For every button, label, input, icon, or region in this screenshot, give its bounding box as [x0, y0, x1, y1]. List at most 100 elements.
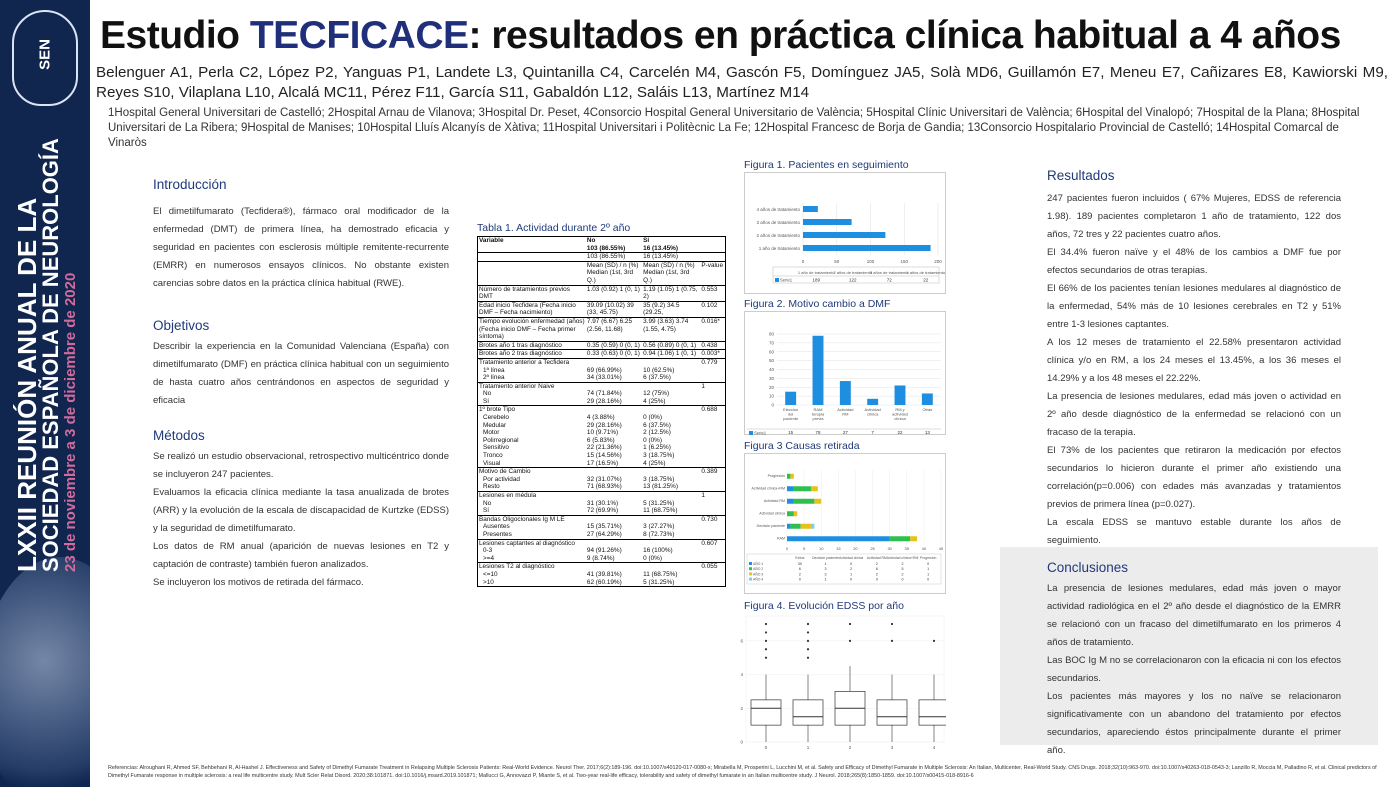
poster-title: Estudio TECFICACE: resultados en práctic… [100, 14, 1341, 57]
table-cell [700, 398, 725, 406]
author-list: Belenguer A1, Perla C2, López P2, Yangua… [96, 64, 1388, 101]
table-cell [700, 523, 725, 531]
table-cell: >10 [483, 578, 494, 586]
table-cell: 1 (6.25%) [643, 444, 671, 452]
table-cell: 4 (3.88%) [586, 414, 615, 422]
results-heading: Resultados [1047, 168, 1115, 183]
table-row: Sí 72 (69.9%) 11 (68.75%) [478, 507, 726, 515]
tick-label: 30 [887, 546, 892, 551]
tick-label: 50 [834, 259, 840, 264]
table-cell: 3 (18.75%) [643, 475, 675, 483]
table-cell: 5 (31.25%) [643, 578, 675, 586]
legend-label: AÑO 4 [753, 577, 763, 582]
tick-label: 100 [867, 259, 875, 264]
table-cell [700, 237, 725, 245]
box [750, 699, 782, 726]
table-row: 0-3 94 (91.26%) 16 (100%) [478, 547, 726, 555]
table-row: >10 62 (60.19%) 5 (31.25%) [478, 579, 726, 587]
tick-label: 40 [769, 367, 775, 372]
category-label: 3 [891, 745, 894, 750]
outlier-point [890, 639, 894, 642]
legend-swatch [775, 278, 779, 282]
conclusiones-paragraph: La presencia de lesiones medulares, edad… [1047, 583, 1341, 648]
table-cell: 10 (62.5%) [643, 366, 675, 374]
table-cell: 0.56 (0.89) 0 (0, 1) [642, 340, 701, 350]
table-row: Mean (SD) / n (%) Median (1st, 3rd Q.) Me… [477, 260, 726, 286]
table-value-cell: 30 [798, 562, 802, 566]
table-cell: 34 (33.01%) [586, 374, 622, 382]
figure1-chart: 0 50 100 150 200 1 año de tratamiento 2 años d… [744, 172, 946, 294]
table-cell: Tratamiento anterior Naive [477, 381, 586, 391]
table-cell: Visual [483, 459, 501, 467]
table-cell [642, 405, 701, 415]
bar-segment [800, 523, 811, 529]
outlier-point [806, 656, 810, 659]
table-cell [700, 252, 726, 262]
table-value-cell: 3 [825, 572, 827, 576]
table-header-cell: 3 años de tratamiento [870, 270, 909, 275]
bar-segment [787, 511, 794, 517]
table-cell: 13 (81.25%) [643, 483, 678, 491]
legend-label: Serie1 [754, 431, 767, 436]
table-cell: Motor [483, 429, 500, 437]
brain-illustration [0, 557, 90, 787]
table-cell: Sensitivo [483, 444, 509, 452]
table-row: Lesiones captantes al diagnóstico 0.607 [477, 538, 726, 548]
table-cell: 2 (12.5%) [643, 429, 671, 437]
bar-segment [793, 486, 811, 492]
table-cell: 15 (35.71%) [586, 523, 622, 531]
methods-p2: Evaluamos la eficacia clínica mediante l… [153, 487, 449, 534]
table-value-cell: 0 [850, 578, 852, 582]
objectives-heading: Objetivos [153, 318, 210, 333]
table-cell [700, 374, 725, 382]
table-row: 103 (86.55%) 16 (13.45%) [478, 245, 726, 253]
resultados-paragraph: El 34.4% fueron naïve y el 48% de los ca… [1047, 247, 1341, 276]
table-header-cell: 4 años de tratamiento [906, 270, 945, 275]
conclusions-box [1000, 547, 1378, 745]
legend-label: AÑO 3 [753, 571, 763, 576]
objectives-text: Describir la experiencia en la Comunidad… [153, 341, 449, 406]
category-label: Otras [922, 407, 932, 412]
resultados-paragraph: El 66% de los pacientes tenían lesiones … [1047, 283, 1341, 330]
table-cell [700, 531, 725, 539]
table-cell: 6 (5.83%) [586, 436, 615, 444]
outlier-point [848, 622, 852, 626]
table-cell: No [483, 390, 492, 398]
table-cell: 71 (68.93%) [586, 483, 622, 491]
category-label: Elección del paciente [783, 407, 799, 421]
legend-label: Serie1 [780, 278, 793, 283]
outlier-point [806, 648, 810, 651]
table-cell: 0.102 [700, 300, 726, 318]
table-cell: 16 (13.45%) [642, 252, 701, 262]
figure1-caption: Figura 1. Pacientes en seguimiento [744, 159, 909, 171]
table-value-cell: 2 [876, 572, 878, 576]
conclusiones-paragraph: Los pacientes más mayores y los no naïve… [1047, 691, 1341, 756]
methods-heading: Métodos [153, 428, 205, 443]
table-row: Medular 29 (28.16%) 6 (37.5%) [478, 422, 726, 430]
table-value-cell: 0 [927, 562, 929, 566]
table-cell [642, 467, 701, 476]
table-row: Brotes año 1 tras diagnóstico 0.35 (0.59)… [477, 340, 726, 350]
table-cell [642, 514, 701, 524]
box [918, 699, 950, 726]
table-cell: 0 (0%) [643, 436, 662, 444]
tick-label: 0 [786, 546, 789, 551]
tick-label: 6 [740, 638, 743, 643]
table-cell [700, 414, 725, 422]
resultados-paragraph: A los 12 meses de tratamiento el 22.58% … [1047, 337, 1341, 384]
table-cell: 0.607 [700, 538, 726, 548]
table-value-cell: 0 [876, 578, 878, 582]
tick-label: 35 [905, 546, 910, 551]
category-label: Actividad clínica [759, 511, 785, 515]
table-cell: 3.99 (3.63) 3.74 (1.55, 4.75) [642, 316, 701, 342]
table-value-cell: 13 [925, 430, 931, 435]
table-cell [700, 483, 725, 491]
table-cell: Brotes año 1 tras diagnóstico [477, 340, 586, 350]
table-cell [700, 245, 725, 253]
table-cell: Sí [483, 507, 490, 515]
table-cell: 10 (9.71%) [586, 429, 619, 437]
bar-segment [787, 486, 794, 492]
table-cell: 12 (75%) [643, 390, 670, 398]
bar [921, 393, 933, 405]
bar-segment [787, 473, 791, 479]
